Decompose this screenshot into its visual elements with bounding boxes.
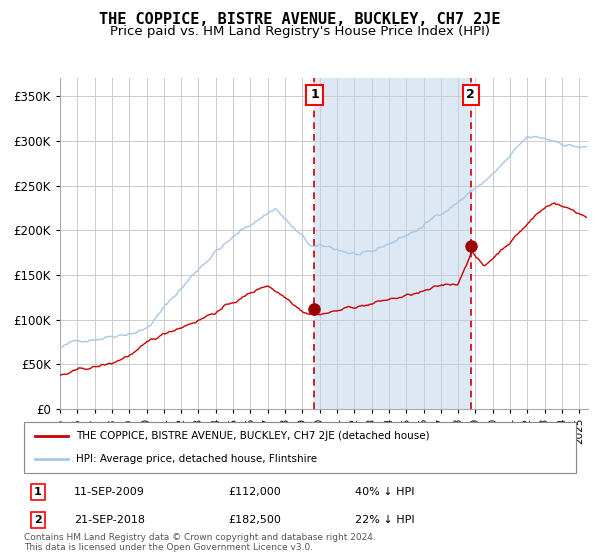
- Text: £112,000: £112,000: [228, 487, 281, 497]
- Text: 1: 1: [310, 88, 319, 101]
- Text: 2: 2: [34, 515, 41, 525]
- Text: 40% ↓ HPI: 40% ↓ HPI: [355, 487, 415, 497]
- Text: Price paid vs. HM Land Registry's House Price Index (HPI): Price paid vs. HM Land Registry's House …: [110, 25, 490, 38]
- Text: 21-SEP-2018: 21-SEP-2018: [74, 515, 145, 525]
- Text: 22% ↓ HPI: 22% ↓ HPI: [355, 515, 415, 525]
- Text: 11-SEP-2009: 11-SEP-2009: [74, 487, 145, 497]
- Text: 2: 2: [466, 88, 475, 101]
- Text: THE COPPICE, BISTRE AVENUE, BUCKLEY, CH7 2JE: THE COPPICE, BISTRE AVENUE, BUCKLEY, CH7…: [99, 12, 501, 27]
- Text: HPI: Average price, detached house, Flintshire: HPI: Average price, detached house, Flin…: [76, 454, 317, 464]
- Bar: [314, 78, 470, 409]
- FancyBboxPatch shape: [24, 422, 576, 473]
- Text: 1: 1: [34, 487, 41, 497]
- Text: This data is licensed under the Open Government Licence v3.0.: This data is licensed under the Open Gov…: [24, 543, 313, 552]
- Text: £182,500: £182,500: [228, 515, 281, 525]
- Text: Contains HM Land Registry data © Crown copyright and database right 2024.: Contains HM Land Registry data © Crown c…: [24, 533, 376, 542]
- Text: THE COPPICE, BISTRE AVENUE, BUCKLEY, CH7 2JE (detached house): THE COPPICE, BISTRE AVENUE, BUCKLEY, CH7…: [76, 431, 430, 441]
